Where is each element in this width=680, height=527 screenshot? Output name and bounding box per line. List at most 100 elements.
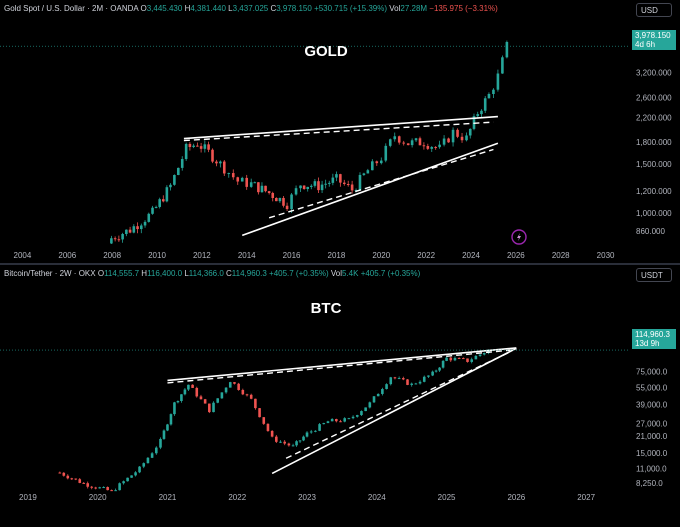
gold-candle-body [339,174,342,183]
btc-volume: 5.4K [341,269,359,278]
btc-countdown: 13d 9h [635,339,660,348]
gold-candle-body [402,142,406,144]
gold-y-tick: 2,200.000 [636,114,672,123]
gold-y-tick: 1,200.000 [636,187,672,196]
gold-x-tick: 2012 [193,251,211,260]
btc-candle-body [216,398,220,403]
btc-candle-body [466,358,469,362]
gold-candle-body [472,116,476,129]
btc-candle-body [318,424,321,431]
btc-candle-body [347,418,351,420]
gold-x-tick: 2004 [14,251,32,260]
gold-candle-body [117,239,121,241]
gold-candle-body [306,186,310,190]
gold-last-price-tag: 3,978.150 4d 6h [632,30,676,50]
btc-candle-body [102,487,105,489]
btc-x-tick: 2021 [159,493,177,502]
btc-candle-body [199,396,203,400]
btc-candle-body [94,487,97,489]
btc-candle-body [372,396,376,403]
btc-candle-body [470,359,473,362]
gold-candle-body [371,161,374,171]
gold-candle-body [290,194,293,210]
btc-candle-body [376,393,380,397]
gold-candle-body [121,234,124,240]
btc-candle-body [414,383,418,385]
gold-candle-body [128,229,132,233]
gold-candle-body [430,147,434,149]
gold-candle-body [335,174,338,178]
btc-candle-body [330,419,334,422]
btc-candle-body [368,402,372,408]
gold-y-tick: 2,600.000 [636,93,672,102]
btc-candle-body [355,415,359,417]
panel-divider[interactable] [0,263,680,265]
btc-candle-body [110,490,113,492]
gold-candle-body [207,144,210,150]
btc-candle-body [393,377,397,379]
gold-candle-body [358,174,362,190]
btc-x-tick: 2026 [507,493,525,502]
gold-candle-body [327,182,331,184]
gold-candle-body [501,57,504,74]
btc-candle-body [187,384,190,390]
gold-candle-body [196,145,199,147]
gold-last-price: 3,978.150 [635,31,671,40]
btc-candle-body [249,394,253,399]
btc-candle-body [305,432,309,437]
btc-candle-body [90,486,94,488]
btc-x-tick: 2024 [368,493,386,502]
btc-open: 114,555.7 [104,269,140,278]
gold-candle-body [257,182,260,193]
btc-candle-body [191,384,194,388]
gold-candle-body [346,183,350,185]
btc-currency-select[interactable]: USDT [636,268,672,282]
gold-candle-body [384,145,388,161]
btc-candle-body [431,371,434,376]
gold-candle-body [184,143,188,160]
btc-candle-body [233,382,236,384]
btc-candle-body [258,408,261,418]
gold-candle-body [299,185,302,189]
gold-candle-body [188,143,192,147]
gold-candle-body [245,177,249,187]
btc-candle-body [130,475,133,478]
gold-currency-select[interactable]: USD [636,3,672,17]
btc-candle-body [155,447,158,454]
gold-y-tick: 3,200.000 [636,68,672,77]
btc-x-tick: 2027 [577,493,595,502]
btc-candle-body [457,358,461,360]
gold-candle-body [177,167,180,175]
gold-candle-body [375,161,379,164]
gold-candle-body [136,226,139,230]
btc-ohlc-legend: Bitcoin/Tether · 2W · OKX O114,555.7 H11… [4,269,421,278]
gold-candle-body [410,140,414,146]
btc-candle-body [176,400,180,403]
gold-chart-panel[interactable]: Gold Spot / U.S. Dollar · 2M · OANDA O3,… [0,0,680,263]
btc-candle-body [237,383,240,390]
btc-y-tick: 55,000.0 [636,383,668,392]
btc-candle-body [98,487,101,489]
btc-trendline-solid [271,347,517,475]
btc-chart-panel[interactable]: Bitcoin/Tether · 2W · OKX O114,555.7 H11… [0,265,680,527]
gold-candle-body [211,149,214,162]
gold-candle-body [310,185,313,187]
gold-candle-body [271,193,275,198]
gold-candle-body [422,145,426,147]
gold-candle-body [180,159,184,168]
btc-candle-body [114,490,117,492]
gold-x-tick: 2024 [462,251,480,260]
gold-candle-body [158,199,161,207]
gold-candle-body [219,161,222,164]
gold-candle-body [151,207,154,214]
btc-candle-body [339,421,342,423]
btc-x-tick: 2020 [89,493,107,502]
gold-candle-body [414,138,418,141]
btc-candle-body [410,383,413,385]
btc-x-tick: 2022 [228,493,246,502]
btc-candle-body [427,375,430,377]
btc-x-tick: 2019 [19,493,37,502]
btc-candle-body [254,398,257,409]
btc-y-tick: 75,000.0 [636,368,668,377]
gold-x-tick: 2014 [238,251,256,260]
